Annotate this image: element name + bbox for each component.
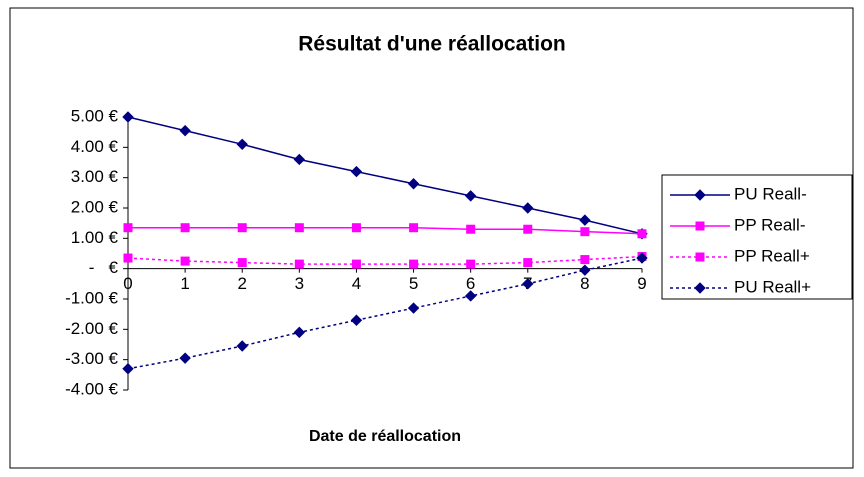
data-point — [180, 256, 190, 266]
legend-marker — [695, 221, 705, 231]
y-tick-label: 3.00 € — [71, 167, 119, 186]
x-tick-label: 2 — [237, 274, 246, 293]
data-point — [466, 259, 476, 269]
x-tick-label: 6 — [466, 274, 475, 293]
data-point — [237, 223, 247, 233]
data-point — [179, 124, 191, 137]
data-point — [293, 153, 306, 166]
y-tick-label: - € — [89, 258, 119, 277]
y-tick-label: -2.00 € — [65, 319, 118, 338]
data-point — [466, 224, 476, 234]
data-point — [580, 255, 590, 265]
legend-label: PU Reall+ — [734, 277, 811, 296]
data-point — [237, 258, 247, 268]
y-tick-label: -3.00 € — [65, 349, 118, 368]
data-point — [350, 165, 363, 178]
x-axis-title: Date de réallocation — [309, 428, 461, 445]
data-point — [637, 229, 647, 239]
data-point — [522, 202, 534, 214]
data-point — [122, 363, 134, 375]
series-line — [127, 255, 643, 265]
x-tick-label: 1 — [180, 274, 189, 293]
x-tick-label: 0 — [123, 274, 132, 293]
y-tick-label: -4.00 € — [65, 379, 118, 398]
data-point — [579, 264, 591, 276]
data-point — [409, 259, 419, 269]
y-tick-label: -1.00 € — [65, 288, 118, 307]
data-point — [294, 223, 304, 233]
data-point — [464, 290, 477, 302]
data-point — [409, 223, 419, 233]
data-point — [122, 111, 134, 123]
data-point — [580, 227, 590, 237]
legend-marker — [694, 189, 706, 201]
data-point — [523, 224, 533, 234]
data-point — [636, 252, 648, 264]
legend-label: PP Reall- — [734, 215, 806, 234]
data-point — [351, 223, 361, 233]
data-point — [464, 190, 477, 202]
legend-label: PU Reall- — [734, 184, 807, 203]
series-line — [127, 116, 643, 235]
y-tick-label: 4.00 € — [71, 137, 119, 156]
data-point — [293, 326, 306, 339]
y-tick-label: 5.00 € — [71, 106, 119, 125]
x-tick-label: 4 — [352, 274, 361, 293]
data-point — [351, 259, 361, 269]
data-point — [123, 223, 133, 233]
y-tick-label: 2.00 € — [71, 197, 119, 216]
x-tick-label: 8 — [580, 274, 589, 293]
legend-marker — [695, 252, 705, 262]
x-tick-label: 9 — [637, 274, 646, 293]
data-point — [294, 259, 304, 269]
data-point — [180, 223, 190, 233]
legend-marker — [694, 282, 706, 294]
legend-label: PP Reall+ — [734, 246, 810, 265]
data-point — [179, 352, 191, 364]
y-tick-label: 1.00 € — [71, 228, 119, 247]
x-tick-label: 5 — [409, 274, 418, 293]
data-point — [407, 178, 420, 190]
chart-title: Résultat d'une réallocation — [298, 33, 566, 56]
data-point — [579, 214, 591, 226]
series-line — [128, 226, 643, 235]
data-point — [123, 253, 133, 263]
data-point — [523, 258, 533, 268]
data-point — [522, 278, 534, 290]
data-point — [350, 314, 363, 326]
data-point — [407, 302, 420, 314]
data-point — [236, 340, 248, 352]
x-tick-label: 3 — [295, 274, 304, 293]
series-line — [127, 257, 643, 370]
data-point — [236, 138, 248, 151]
